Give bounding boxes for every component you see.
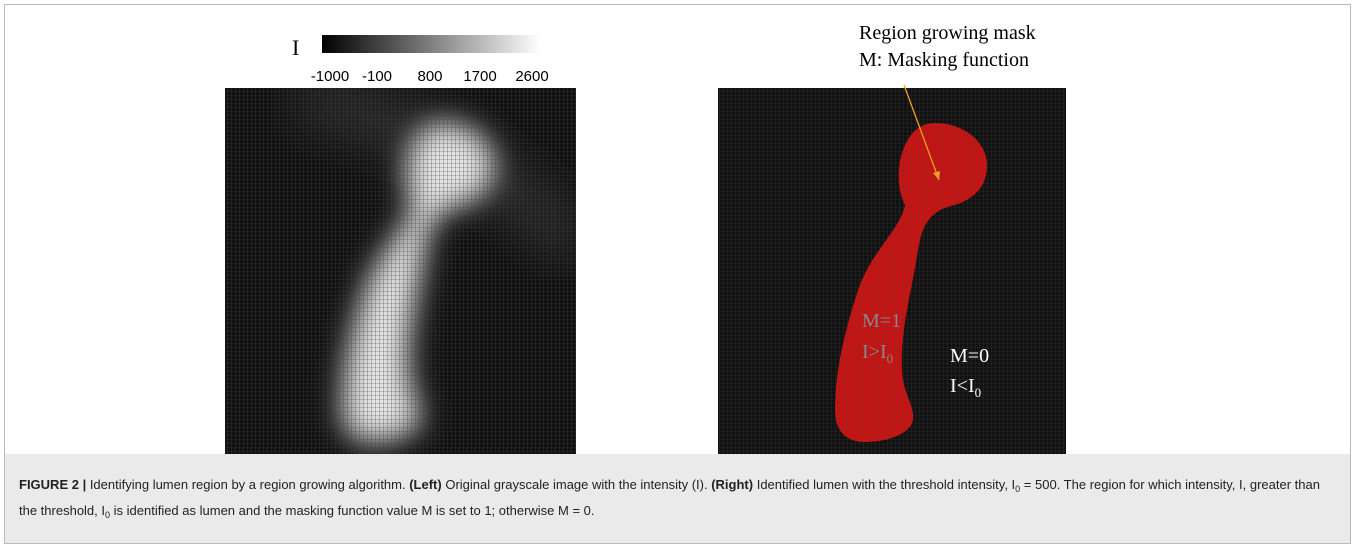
colorbar-tick-label: -1000 (311, 68, 349, 85)
caption-text: Original grayscale image with the intens… (442, 477, 712, 492)
figure: I -1000 -100 800 1700 2600 Region growing ma… (0, 0, 1357, 462)
colorbar-tick-label: 2600 (515, 68, 548, 85)
caption-text: (Right) (711, 477, 753, 492)
caption-text: Identified lumen with the threshold inte… (753, 477, 1015, 492)
caption-text: (Left) (409, 477, 442, 492)
colorbar-label: I (292, 35, 299, 60)
caption-text: FIGURE 2 | (19, 477, 86, 492)
annotation: M: Masking function (859, 49, 1029, 71)
inside-label: M=1 (862, 310, 901, 332)
colorbar-tick-label: 800 (417, 68, 442, 85)
caption-text: is identified as lumen and the masking f… (110, 503, 595, 518)
caption: FIGURE 2 | Identifying lumen region by a… (5, 454, 1350, 543)
colorbar (322, 35, 540, 53)
annotation: Region growing mask (859, 22, 1036, 44)
colorbar-tick-label: 1700 (463, 68, 496, 85)
mask-image (718, 88, 1066, 460)
outside-label: M=0 (950, 345, 989, 367)
colorbar-tick-label: -100 (362, 68, 392, 85)
grayscale-image (225, 88, 576, 460)
caption-text: Identifying lumen region by a region gro… (86, 477, 409, 492)
